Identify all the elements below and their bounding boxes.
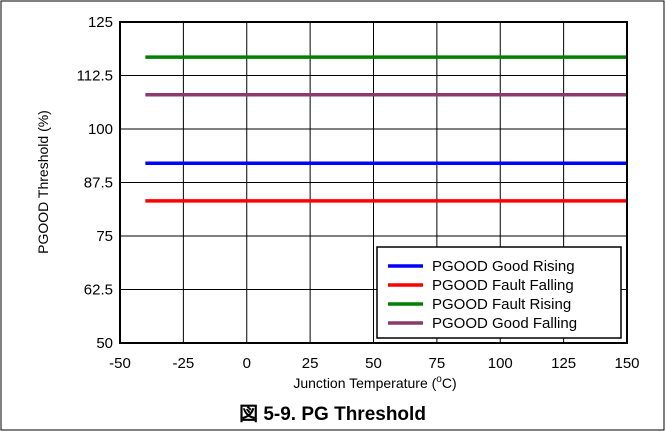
legend: PGOOD Good Rising PGOOD Fault Falling PGOO… [376, 246, 622, 339]
x-tick-label: 50 [365, 355, 382, 372]
x-tick-label: 150 [614, 355, 639, 372]
x-tick-label: 0 [243, 355, 251, 372]
legend-label: PGOOD Good Rising [432, 258, 575, 275]
x-tick-label: 25 [302, 355, 319, 372]
legend-label: PGOOD Good Falling [432, 315, 577, 332]
x-tick-label: 75 [429, 355, 446, 372]
y-axis-label: PGOOD Threshold (%) [35, 110, 51, 254]
y-tick-label: 50 [96, 335, 113, 352]
y-tick-label: 62.5 [84, 282, 113, 299]
x-tick-label: -25 [173, 355, 195, 372]
plot-border [119, 21, 628, 344]
x-tick-label: -50 [109, 355, 131, 372]
figure-caption: 図 5-9. PG Threshold [239, 404, 426, 425]
series-layer [145, 55, 627, 203]
y-axis-ticks: 50 62.5 75 87.5 100 112.5 125 [77, 14, 113, 352]
y-tick-label: 100 [88, 121, 113, 138]
legend-label: PGOOD Fault Rising [432, 296, 571, 313]
x-tick-label: 100 [488, 355, 513, 372]
x-axis-ticks: -50 -25 0 25 50 75 100 125 150 [109, 355, 639, 372]
legend-items: PGOOD Good Rising PGOOD Fault Falling PGOO… [388, 258, 577, 332]
legend-label: PGOOD Fault Falling [432, 277, 574, 294]
y-tick-label: 87.5 [84, 175, 113, 192]
x-axis-label: Junction Temperature (oC) [293, 374, 456, 391]
y-tick-label: 75 [96, 228, 113, 245]
y-tick-label: 125 [88, 14, 113, 31]
y-tick-label: 112.5 [77, 68, 113, 85]
x-tick-label: 125 [551, 355, 576, 372]
